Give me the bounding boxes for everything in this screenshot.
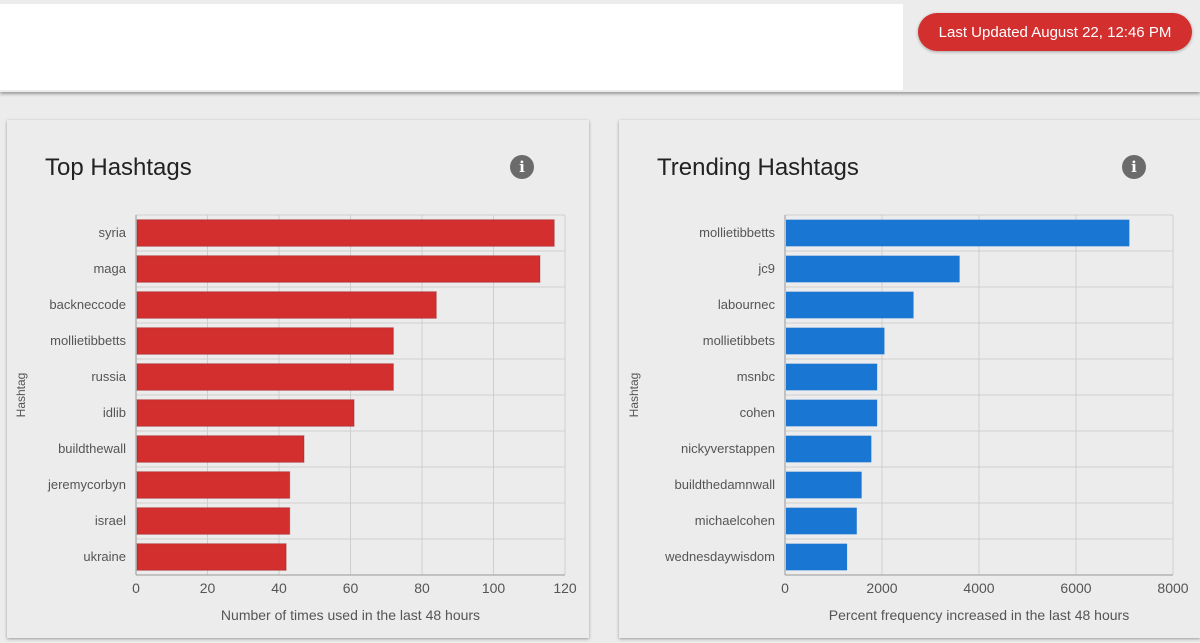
- bar: [786, 363, 878, 391]
- category-label: michaelcohen: [695, 513, 775, 528]
- x-tick-label: 100: [482, 580, 506, 596]
- top-hashtags-card: Top Hashtags i syria maga backneccode molli…: [7, 120, 589, 638]
- bar: [786, 435, 872, 463]
- bar: [136, 255, 541, 283]
- bar: [786, 399, 878, 427]
- bar: [786, 507, 857, 535]
- top-bar: Last Updated August 22, 12:46 PM: [0, 0, 1200, 92]
- bar: [786, 291, 914, 319]
- bar: [786, 543, 848, 571]
- header-blank-area: [0, 4, 903, 90]
- bar: [136, 219, 555, 247]
- x-tick-label: 4000: [963, 580, 994, 596]
- category-label: russia: [91, 369, 126, 384]
- x-tick-label: 20: [200, 580, 216, 596]
- bar: [786, 255, 960, 283]
- category-label: syria: [99, 225, 127, 240]
- category-label: mollietibbetts: [699, 225, 775, 240]
- bar: [136, 543, 287, 571]
- bar: [136, 471, 291, 499]
- info-icon[interactable]: i: [1122, 155, 1146, 179]
- category-label: jeremycorbyn: [47, 477, 126, 492]
- trending-hashtags-title: Trending Hashtags: [657, 154, 859, 181]
- top-hashtags-chart: syria maga backneccode mollietibbetts russia…: [14, 214, 577, 623]
- bar: [136, 399, 355, 427]
- category-label: jc9: [757, 261, 775, 276]
- info-icon[interactable]: i: [510, 155, 534, 179]
- x-tick-label: 80: [414, 580, 430, 596]
- bar: [786, 327, 885, 355]
- category-label: maga: [93, 261, 126, 276]
- bar: [136, 291, 437, 319]
- x-tick-label: 0: [132, 580, 140, 596]
- bar: [786, 219, 1130, 247]
- x-tick-label: 6000: [1060, 580, 1091, 596]
- x-tick-label: 60: [343, 580, 359, 596]
- y-axis-title: Hashtag: [627, 373, 641, 418]
- category-label: ukraine: [83, 549, 126, 564]
- bar: [136, 363, 394, 391]
- category-label: labournec: [718, 297, 776, 312]
- category-label: idlib: [103, 405, 126, 420]
- category-label: msnbc: [737, 369, 776, 384]
- x-tick-label: 120: [553, 580, 577, 596]
- x-tick-label: 40: [271, 580, 287, 596]
- category-label: cohen: [740, 405, 775, 420]
- category-label: buildthedamnwall: [675, 477, 776, 492]
- category-label: mollietibbetts: [50, 333, 126, 348]
- y-axis-title: Hashtag: [14, 373, 28, 418]
- last-updated-badge: Last Updated August 22, 12:46 PM: [918, 13, 1192, 51]
- category-label: nickyverstappen: [681, 441, 775, 456]
- top-hashtags-title: Top Hashtags: [45, 154, 192, 181]
- x-tick-label: 0: [781, 580, 789, 596]
- category-label: wednesdaywisdom: [664, 549, 775, 564]
- bar: [136, 435, 305, 463]
- bar: [786, 471, 862, 499]
- x-axis-title: Percent frequency increased in the last …: [829, 607, 1129, 623]
- category-label: buildthewall: [58, 441, 126, 456]
- x-tick-label: 2000: [866, 580, 897, 596]
- category-label: backneccode: [49, 297, 126, 312]
- trending-hashtags-card: Trending Hashtags i mollietibbetts jc9 lab…: [619, 120, 1200, 638]
- category-label: mollietibbets: [703, 333, 776, 348]
- x-axis-title: Number of times used in the last 48 hour…: [221, 607, 480, 623]
- bar: [136, 327, 394, 355]
- bar: [136, 507, 291, 535]
- x-tick-label: 8000: [1157, 580, 1188, 596]
- category-label: israel: [95, 513, 126, 528]
- trending-hashtags-chart: mollietibbetts jc9 labournec mollietibbets m…: [627, 214, 1189, 623]
